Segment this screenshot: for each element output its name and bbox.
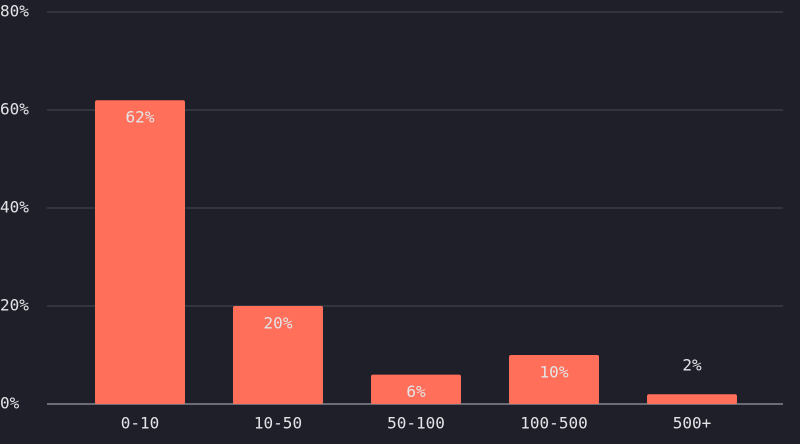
data-label: 20% bbox=[264, 314, 293, 333]
y-tick-label: 0% bbox=[0, 394, 20, 413]
data-label: 62% bbox=[126, 108, 155, 127]
x-tick-label: 100-500 bbox=[520, 414, 587, 433]
data-label: 10% bbox=[540, 363, 569, 382]
x-tick-label: 50-100 bbox=[387, 414, 445, 433]
y-tick-label: 20% bbox=[0, 296, 29, 315]
x-tick-label: 0-10 bbox=[121, 414, 160, 433]
x-tick-label: 500+ bbox=[673, 414, 712, 433]
y-tick-label: 40% bbox=[0, 198, 29, 217]
bar bbox=[647, 394, 737, 404]
bar bbox=[233, 306, 323, 404]
bar bbox=[95, 100, 185, 404]
x-tick-label: 10-50 bbox=[254, 414, 302, 433]
y-tick-label: 80% bbox=[0, 2, 29, 21]
bar bbox=[371, 374, 461, 404]
bar bbox=[509, 355, 599, 404]
data-label: 6% bbox=[406, 382, 426, 401]
y-tick-label: 60% bbox=[0, 100, 29, 119]
data-label: 2% bbox=[682, 356, 702, 375]
